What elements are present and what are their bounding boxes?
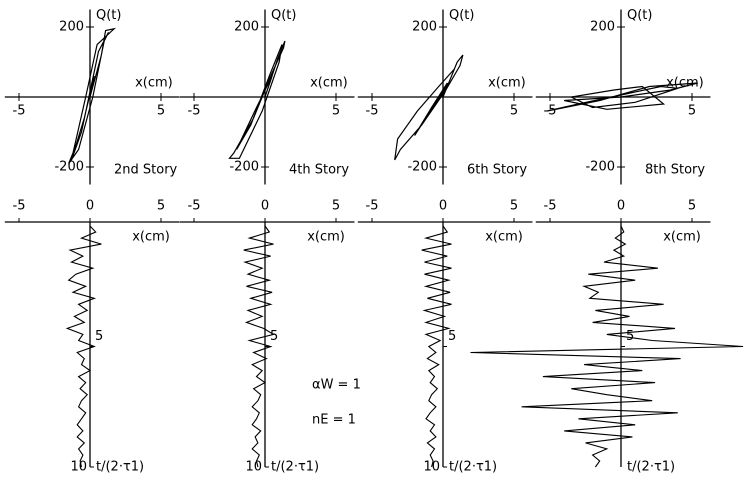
x-axis-label: x(cm) [307,230,345,245]
t-axis-label: t/(2·τ1) [271,460,319,475]
panel-title: 4th Story [289,163,349,178]
y-tick-label: -200 [585,160,615,175]
x-tick-label: 5 [332,199,340,214]
annotation: αW = 1 [312,378,361,393]
x-tick-label: 5 [688,104,696,119]
t-tick-label: 5 [270,329,278,344]
y-axis-label: Q(t) [96,8,121,23]
time-history-line [470,225,744,468]
x-axis-label: x(cm) [488,76,526,91]
hysteresis-loop [68,27,117,164]
x-tick-label: 5 [332,104,340,119]
x-tick-label: -5 [366,104,379,119]
t-tick-label: 5 [626,329,634,344]
x-tick-label: -5 [13,104,26,119]
x-tick-label: 0 [86,199,94,214]
t-axis-label: t/(2·τ1) [627,460,675,475]
x-tick-label: -5 [13,199,26,214]
panel-title: 2nd Story [114,163,178,178]
t-tick-label: 5 [95,329,103,344]
x-tick-label: -5 [188,199,201,214]
x-tick-label: 5 [157,104,165,119]
t-tick-label: 10 [245,460,262,475]
y-tick-label: 200 [234,20,259,35]
panel-title: 6th Story [467,163,527,178]
y-tick-label: 200 [590,20,615,35]
x-tick-label: 0 [617,199,625,214]
time-history-line [421,225,452,468]
annotation: nE = 1 [312,413,356,428]
y-axis-label: Q(t) [627,8,652,23]
x-tick-label: -5 [366,199,379,214]
x-tick-label: 5 [510,199,518,214]
y-tick-label: 200 [59,20,84,35]
y-tick-label: 200 [412,20,437,35]
x-axis-label: x(cm) [310,76,348,91]
y-axis-label: Q(t) [449,8,474,23]
x-tick-label: -5 [544,199,557,214]
time-history-line [65,225,102,468]
x-tick-label: 5 [157,199,165,214]
y-tick-label: -200 [54,160,84,175]
t-axis-label: t/(2·τ1) [449,460,497,475]
y-axis-label: Q(t) [271,8,296,23]
hysteresis-loop [394,54,464,161]
y-tick-label: -200 [229,160,259,175]
x-axis-label: x(cm) [666,76,704,91]
x-axis-label: x(cm) [485,230,523,245]
hysteresis-loop [547,82,698,112]
x-tick-label: 0 [261,199,269,214]
t-axis-label: t/(2·τ1) [96,460,144,475]
x-axis-label: x(cm) [663,230,701,245]
hysteresis-loop [228,40,286,159]
t-tick-label: 10 [70,460,87,475]
time-history-line [243,225,275,468]
y-tick-label: -200 [407,160,437,175]
x-axis-label: x(cm) [132,230,170,245]
t-tick-label: 5 [448,329,456,344]
x-tick-label: 5 [510,104,518,119]
x-tick-label: -5 [188,104,201,119]
x-tick-label: 5 [688,199,696,214]
panel-title: 8th Story [645,163,705,178]
x-tick-label: 0 [439,199,447,214]
x-axis-label: x(cm) [135,76,173,91]
